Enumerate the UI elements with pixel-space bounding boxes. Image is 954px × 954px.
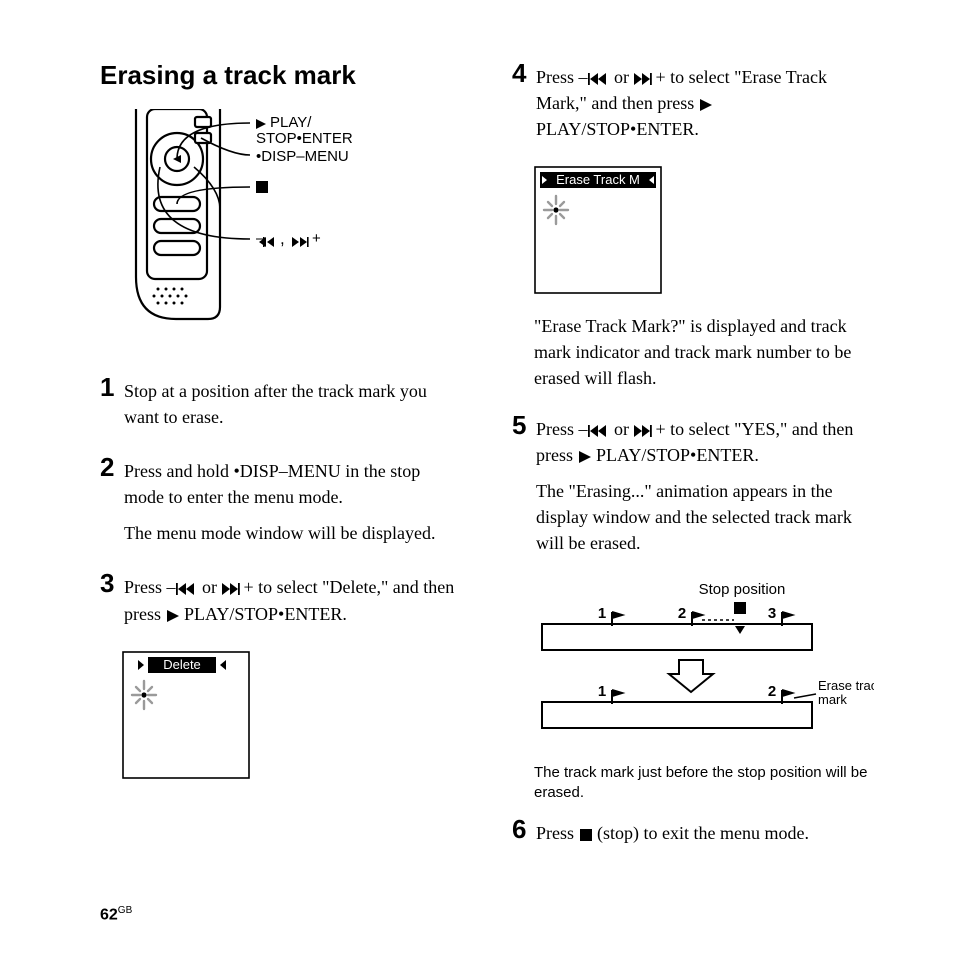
prev-track-icon [176,583,198,595]
step-2-num: 2 [100,454,124,480]
svg-text:2: 2 [768,683,776,700]
label-play-l2: STOP•ENTER [256,130,353,147]
page-title: Erasing a track mark [100,60,462,91]
step-5-p2: The "Erasing..." animation appears in th… [536,478,874,556]
step-6: 6 Press (stop) to exit the menu mode. [512,816,874,856]
erase-track-label-l1: Erase track [818,678,874,693]
step-5-text: Press – or + to select "YES," and then p… [536,416,874,468]
erase-track-label-l2: mark [818,692,847,707]
next-track-icon [222,583,244,595]
lcd-erase-svg: Erase Track M [534,166,662,294]
prev-track-icon [588,73,610,85]
prev-track-icon [588,425,610,437]
step-2: 2 Press and hold •DISP–MENU in the stop … [100,454,462,556]
step-6-num: 6 [512,816,536,842]
label-seek: – , + [256,229,321,248]
step-4-num: 4 [512,60,536,86]
lcd-erase-label: Erase Track M [556,172,640,187]
step-5: 5 Press – or + to select "YES," and then… [512,412,874,566]
play-icon [699,99,713,111]
svg-text:1: 1 [598,683,606,700]
step-3-text: Press – or + to select "Delete," and the… [124,574,462,626]
device-svg: PLAY/ STOP•ENTER •DISP–MENU – , + [100,109,390,329]
svg-text:2: 2 [678,605,686,622]
callout-labels: PLAY/ STOP•ENTER •DISP–MENU – , + [256,114,353,248]
stop-icon [734,602,746,614]
device-figure: PLAY/ STOP•ENTER •DISP–MENU – , + [100,109,462,334]
next-track-icon [634,425,656,437]
right-column: 4 Press – or + to select "Erase Track Ma… [512,60,874,905]
next-track-icon [634,73,656,85]
lcd-delete-svg: Delete [122,651,250,779]
step-3-num: 3 [100,570,124,596]
trackmark-diagram: Stop position 1 2 3 [534,580,874,755]
recorder-body [136,109,220,319]
svg-text:3: 3 [768,605,776,622]
trackmark-svg: Stop position 1 2 3 [534,580,874,750]
step-1-num: 1 [100,374,124,400]
diagram-caption: The track mark just before the stop posi… [534,763,874,802]
svg-text:+: + [312,230,321,247]
label-disp: •DISP–MENU [256,148,349,165]
stop-icon [579,829,593,841]
hollow-down-arrow-icon [669,660,713,692]
svg-text:1: 1 [598,605,606,622]
step-4-followup: "Erase Track Mark?" is displayed and tra… [534,313,874,391]
page-number: 62GB [100,905,874,924]
step-2-text2: The menu mode window will be displayed. [124,520,462,546]
step-1-text: Stop at a position after the track mark … [124,378,462,430]
play-icon [166,610,180,622]
step-2-text: Press and hold •DISP–MENU in the stop mo… [124,458,462,510]
step-1: 1 Stop at a position after the track mar… [100,374,462,440]
stop-position-label: Stop position [699,581,786,598]
lcd-erase-figure: Erase Track M [534,166,874,299]
step-3: 3 Press – or + to select "Delete," and t… [100,570,462,636]
stop-icon [256,181,268,193]
left-column: Erasing a track mark [100,60,462,905]
svg-text:,: , [280,229,285,248]
step-4-text: Press – or + to select "Erase Track Mark… [536,64,874,142]
play-icon [578,451,592,463]
label-play-l1: PLAY/ [270,114,312,131]
lcd-delete-figure: Delete [122,651,462,784]
lcd-delete-label: Delete [163,657,201,672]
step-5-num: 5 [512,412,536,438]
step-4: 4 Press – or + to select "Erase Track Ma… [512,60,874,152]
step-6-text: Press (stop) to exit the menu mode. [536,820,809,846]
top-flags: 1 2 3 [598,605,792,626]
